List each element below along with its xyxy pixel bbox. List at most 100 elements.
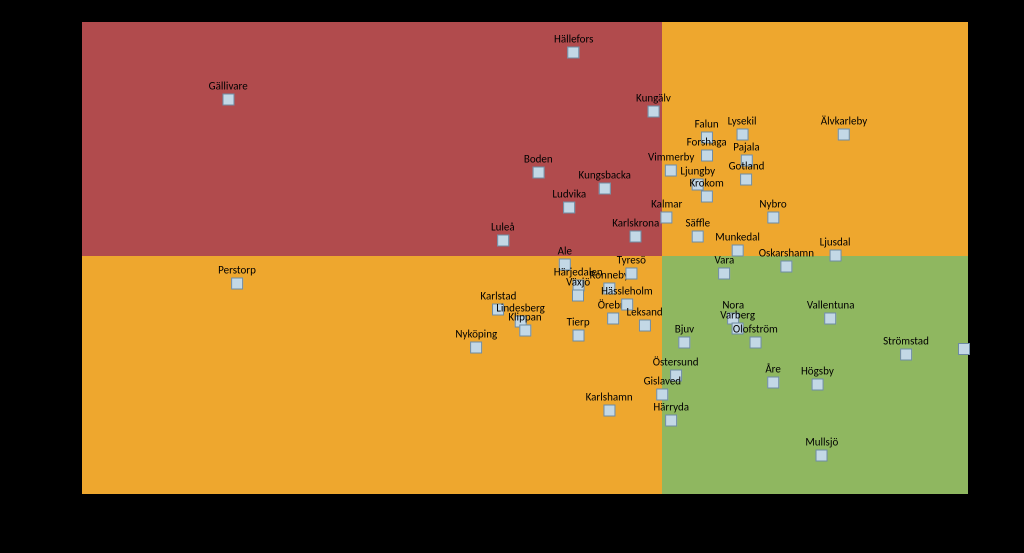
data-point: Gislaved <box>644 375 682 400</box>
square-marker-icon <box>701 150 713 162</box>
point-label: Boden <box>524 153 553 164</box>
point-label: Vara <box>714 255 734 266</box>
square-marker-icon <box>497 235 509 247</box>
point-label: Krokom <box>690 177 724 188</box>
point-label: Kalmar <box>651 198 682 209</box>
point-label: Gällivare <box>209 80 248 91</box>
data-point: Krokom <box>690 177 724 202</box>
point-label: Hässleholm <box>601 286 653 297</box>
square-marker-icon <box>749 336 761 348</box>
point-label: Gislaved <box>644 375 682 386</box>
point-label: Ale <box>558 246 572 257</box>
square-marker-icon <box>599 183 611 195</box>
point-label: Perstorp <box>218 264 256 275</box>
data-point: Mullsjö <box>805 437 838 462</box>
point-label: Oskarshamn <box>759 248 814 259</box>
data-point: Gällivare <box>209 80 248 105</box>
point-label: Östersund <box>653 356 699 367</box>
data-point: Vallentuna <box>807 300 855 325</box>
square-marker-icon <box>603 405 615 417</box>
point-label: Lysekil <box>728 116 757 127</box>
point-label: Kungsbacka <box>579 170 631 181</box>
square-marker-icon <box>767 211 779 223</box>
square-marker-icon <box>639 320 651 332</box>
point-label: Ljungby <box>680 165 715 176</box>
square-marker-icon <box>656 388 668 400</box>
square-marker-icon <box>900 348 912 360</box>
point-label: Bjuv <box>675 323 694 334</box>
square-marker-icon <box>678 336 690 348</box>
data-point: Hällefors <box>554 33 593 58</box>
quadrant-scatter-chart: GällivarePerstorpHälleforsBodenLudvikaLu… <box>82 22 968 494</box>
point-label: Luleå <box>491 222 515 233</box>
square-marker-icon <box>701 190 713 202</box>
square-marker-icon <box>563 202 575 214</box>
point-label: Karlstad <box>480 290 516 301</box>
square-marker-icon <box>829 249 841 261</box>
point-label: Nyköping <box>455 328 497 339</box>
square-marker-icon <box>741 174 753 186</box>
data-point: Olofström <box>733 323 778 348</box>
square-marker-icon <box>625 268 637 280</box>
point-label: Hällefors <box>554 33 593 44</box>
square-marker-icon <box>780 261 792 273</box>
point-label: Härryda <box>653 401 689 412</box>
point-label: Vallentuna <box>807 300 855 311</box>
data-point: Vara <box>714 255 734 280</box>
point-label: Nybro <box>759 198 786 209</box>
data-point: Karlshamn <box>586 392 633 417</box>
data-point: Klippan <box>508 312 541 337</box>
square-marker-icon <box>825 313 837 325</box>
data-point: Oskarshamn <box>759 248 814 273</box>
point-label: Vimmerby <box>648 151 694 162</box>
data-point: Nybro <box>759 198 786 223</box>
point-label: Växjö <box>566 276 590 287</box>
square-marker-icon <box>692 230 704 242</box>
square-marker-icon <box>608 313 620 325</box>
point-label: Pajala <box>733 142 759 153</box>
point-label: Kungälv <box>636 92 671 103</box>
square-marker-icon <box>718 268 730 280</box>
point-label: Olofström <box>733 323 778 334</box>
data-point: Leksand <box>627 307 663 332</box>
data-point: Tierp <box>567 316 590 341</box>
data-point: Härryda <box>653 401 689 426</box>
point-label: Ljusdal <box>820 236 851 247</box>
data-point: Nyköping <box>455 328 497 353</box>
point-label: Gotland <box>729 161 765 172</box>
data-point: Åre <box>765 364 781 389</box>
data-point: Strömstad <box>883 335 929 360</box>
data-point: Säffle <box>685 217 710 242</box>
point-label: Munkedal <box>715 231 760 242</box>
square-marker-icon <box>647 105 659 117</box>
point-label: Mullsjö <box>805 437 838 448</box>
data-point: Boden <box>524 153 553 178</box>
square-marker-icon <box>222 93 234 105</box>
data-point: Bjuv <box>675 323 694 348</box>
point-label: Leksand <box>627 307 663 318</box>
data-point <box>958 341 970 355</box>
point-label: Säffle <box>685 217 710 228</box>
square-marker-icon <box>767 377 779 389</box>
data-point: Ljusdal <box>820 236 851 261</box>
point-label: Klippan <box>508 312 541 323</box>
data-point: Lysekil <box>728 116 757 141</box>
data-point: Älvkarleby <box>821 116 867 141</box>
square-marker-icon <box>958 343 970 355</box>
square-marker-icon <box>572 329 584 341</box>
square-marker-icon <box>811 379 823 391</box>
data-point: Gotland <box>729 161 765 186</box>
square-marker-icon <box>816 450 828 462</box>
square-marker-icon <box>665 414 677 426</box>
point-label: Forshaga <box>687 137 727 148</box>
square-marker-icon <box>736 129 748 141</box>
data-point: Luleå <box>491 222 515 247</box>
point-label: Tyresö <box>617 255 646 266</box>
square-marker-icon <box>532 166 544 178</box>
square-marker-icon <box>231 277 243 289</box>
square-marker-icon <box>661 211 673 223</box>
square-marker-icon <box>568 46 580 58</box>
point-label: Högsby <box>801 366 834 377</box>
data-point: Högsby <box>801 366 834 391</box>
point-label: Älvkarleby <box>821 116 867 127</box>
